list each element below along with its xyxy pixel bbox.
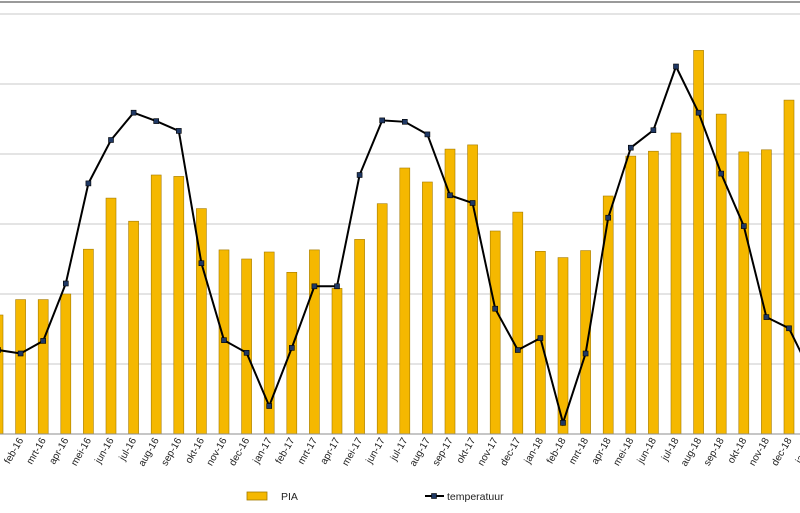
temperatuur-point-mrt-17	[311, 283, 318, 290]
temperatuur-point-jun-16	[108, 137, 114, 143]
temperatuur-point-mei-16	[85, 180, 92, 187]
pia-bars	[0, 50, 795, 435]
temperatuur-point-okt-17	[469, 200, 476, 206]
pia-bar-jan-18	[535, 251, 546, 435]
pia-bar-apr-18	[602, 195, 614, 435]
temperatuur-point-nov-16	[221, 337, 227, 344]
pia-bar-feb-16	[15, 299, 26, 435]
temperatuur-point-jun-18	[650, 127, 657, 133]
temperatuur-point-jul-18	[673, 63, 679, 70]
pia-bar-jun-17	[376, 203, 388, 435]
temperatuur-point-feb-16	[17, 350, 24, 357]
pia-bar-feb-17	[286, 271, 298, 435]
temperatuur-point-dec-16	[243, 349, 250, 356]
temperatuur-point-jan-18	[537, 335, 544, 341]
temperatuur-point-mrt-16	[40, 338, 47, 344]
temperatuur-point-sep-17	[447, 192, 453, 199]
temperatuur-point-aug-16	[153, 118, 159, 124]
legend-pia-label: PIA	[281, 491, 298, 503]
pia-bar-aug-18	[693, 50, 704, 435]
temperatuur-point-apr-18	[605, 214, 612, 221]
pia-bar-mrt-17	[309, 249, 320, 435]
temperatuur-point-nov-17	[492, 305, 499, 312]
pia-bar-jun-18	[648, 150, 659, 435]
pia-bar-dec-18	[783, 99, 795, 435]
temperatuur-point-mei-18	[627, 144, 634, 151]
pia-bar-nov-17	[489, 230, 501, 435]
temperatuur-point-sep-16	[176, 128, 182, 134]
pia-bar-mrt-18	[580, 250, 591, 435]
pia-bar-jul-18	[670, 132, 682, 435]
temperatuur-point-okt-16	[198, 260, 205, 267]
pia-bar-mei-17	[354, 239, 365, 435]
temperatuur-point-sep-18	[718, 170, 725, 177]
pia-bar-aug-16	[150, 174, 162, 435]
temperatuur-point-apr-17	[334, 283, 340, 290]
temperatuur-point-feb-18	[560, 419, 566, 426]
pia-bar-okt-17	[467, 144, 478, 435]
pia-bar-mei-16	[83, 248, 94, 435]
temperatuur-point-jul-17	[401, 119, 408, 125]
temperatuur-point-aug-17	[424, 131, 431, 138]
temperatuur-point-dec-17	[514, 347, 521, 353]
pia-bar-sep-17	[444, 148, 456, 435]
pia-bar-jul-16	[128, 220, 139, 435]
temperatuur-point-jan-17	[266, 403, 273, 409]
pia-bar-apr-16	[60, 293, 72, 435]
temperatuur-point-jul-16	[130, 109, 137, 116]
temperatuur-point-nov-18	[763, 314, 770, 320]
pia-bar-jan-16	[0, 314, 4, 435]
pia-bar-dec-16	[241, 258, 252, 435]
temperatuur-point-jun-17	[379, 117, 386, 124]
pia-bar-mei-18	[625, 155, 637, 435]
pia-bar-okt-18	[738, 151, 750, 435]
temperatuur-point-okt-18	[740, 223, 747, 229]
pia-bar-sep-16	[173, 176, 185, 435]
pia-bar-mrt-16	[37, 299, 49, 435]
pia-bar-nov-18	[761, 149, 772, 435]
temperatuur-point-feb-17	[288, 345, 295, 351]
legend-pia-swatch	[246, 491, 268, 501]
legend: PIA temperatuur	[246, 491, 504, 503]
temperatuur-point-jan-16	[0, 347, 1, 353]
pia-bar-apr-17	[331, 288, 343, 435]
pia-bar-jul-17	[399, 167, 411, 435]
legend-temperatuur-label: temperatuur	[447, 491, 504, 503]
temperatuur-point-dec-18	[786, 325, 792, 332]
temperatuur-point-mei-17	[356, 172, 363, 178]
temperatuur-point-apr-16	[62, 280, 69, 287]
temperatuur-point-mrt-18	[582, 350, 589, 357]
pia-bar-jun-16	[105, 197, 117, 435]
temperatuur-point-aug-18	[695, 109, 702, 116]
pia-bar-aug-17	[422, 181, 433, 435]
temperatuur-line	[0, 63, 800, 427]
pia-bar-dec-17	[512, 211, 524, 435]
legend-temperatuur-marker	[431, 493, 437, 499]
